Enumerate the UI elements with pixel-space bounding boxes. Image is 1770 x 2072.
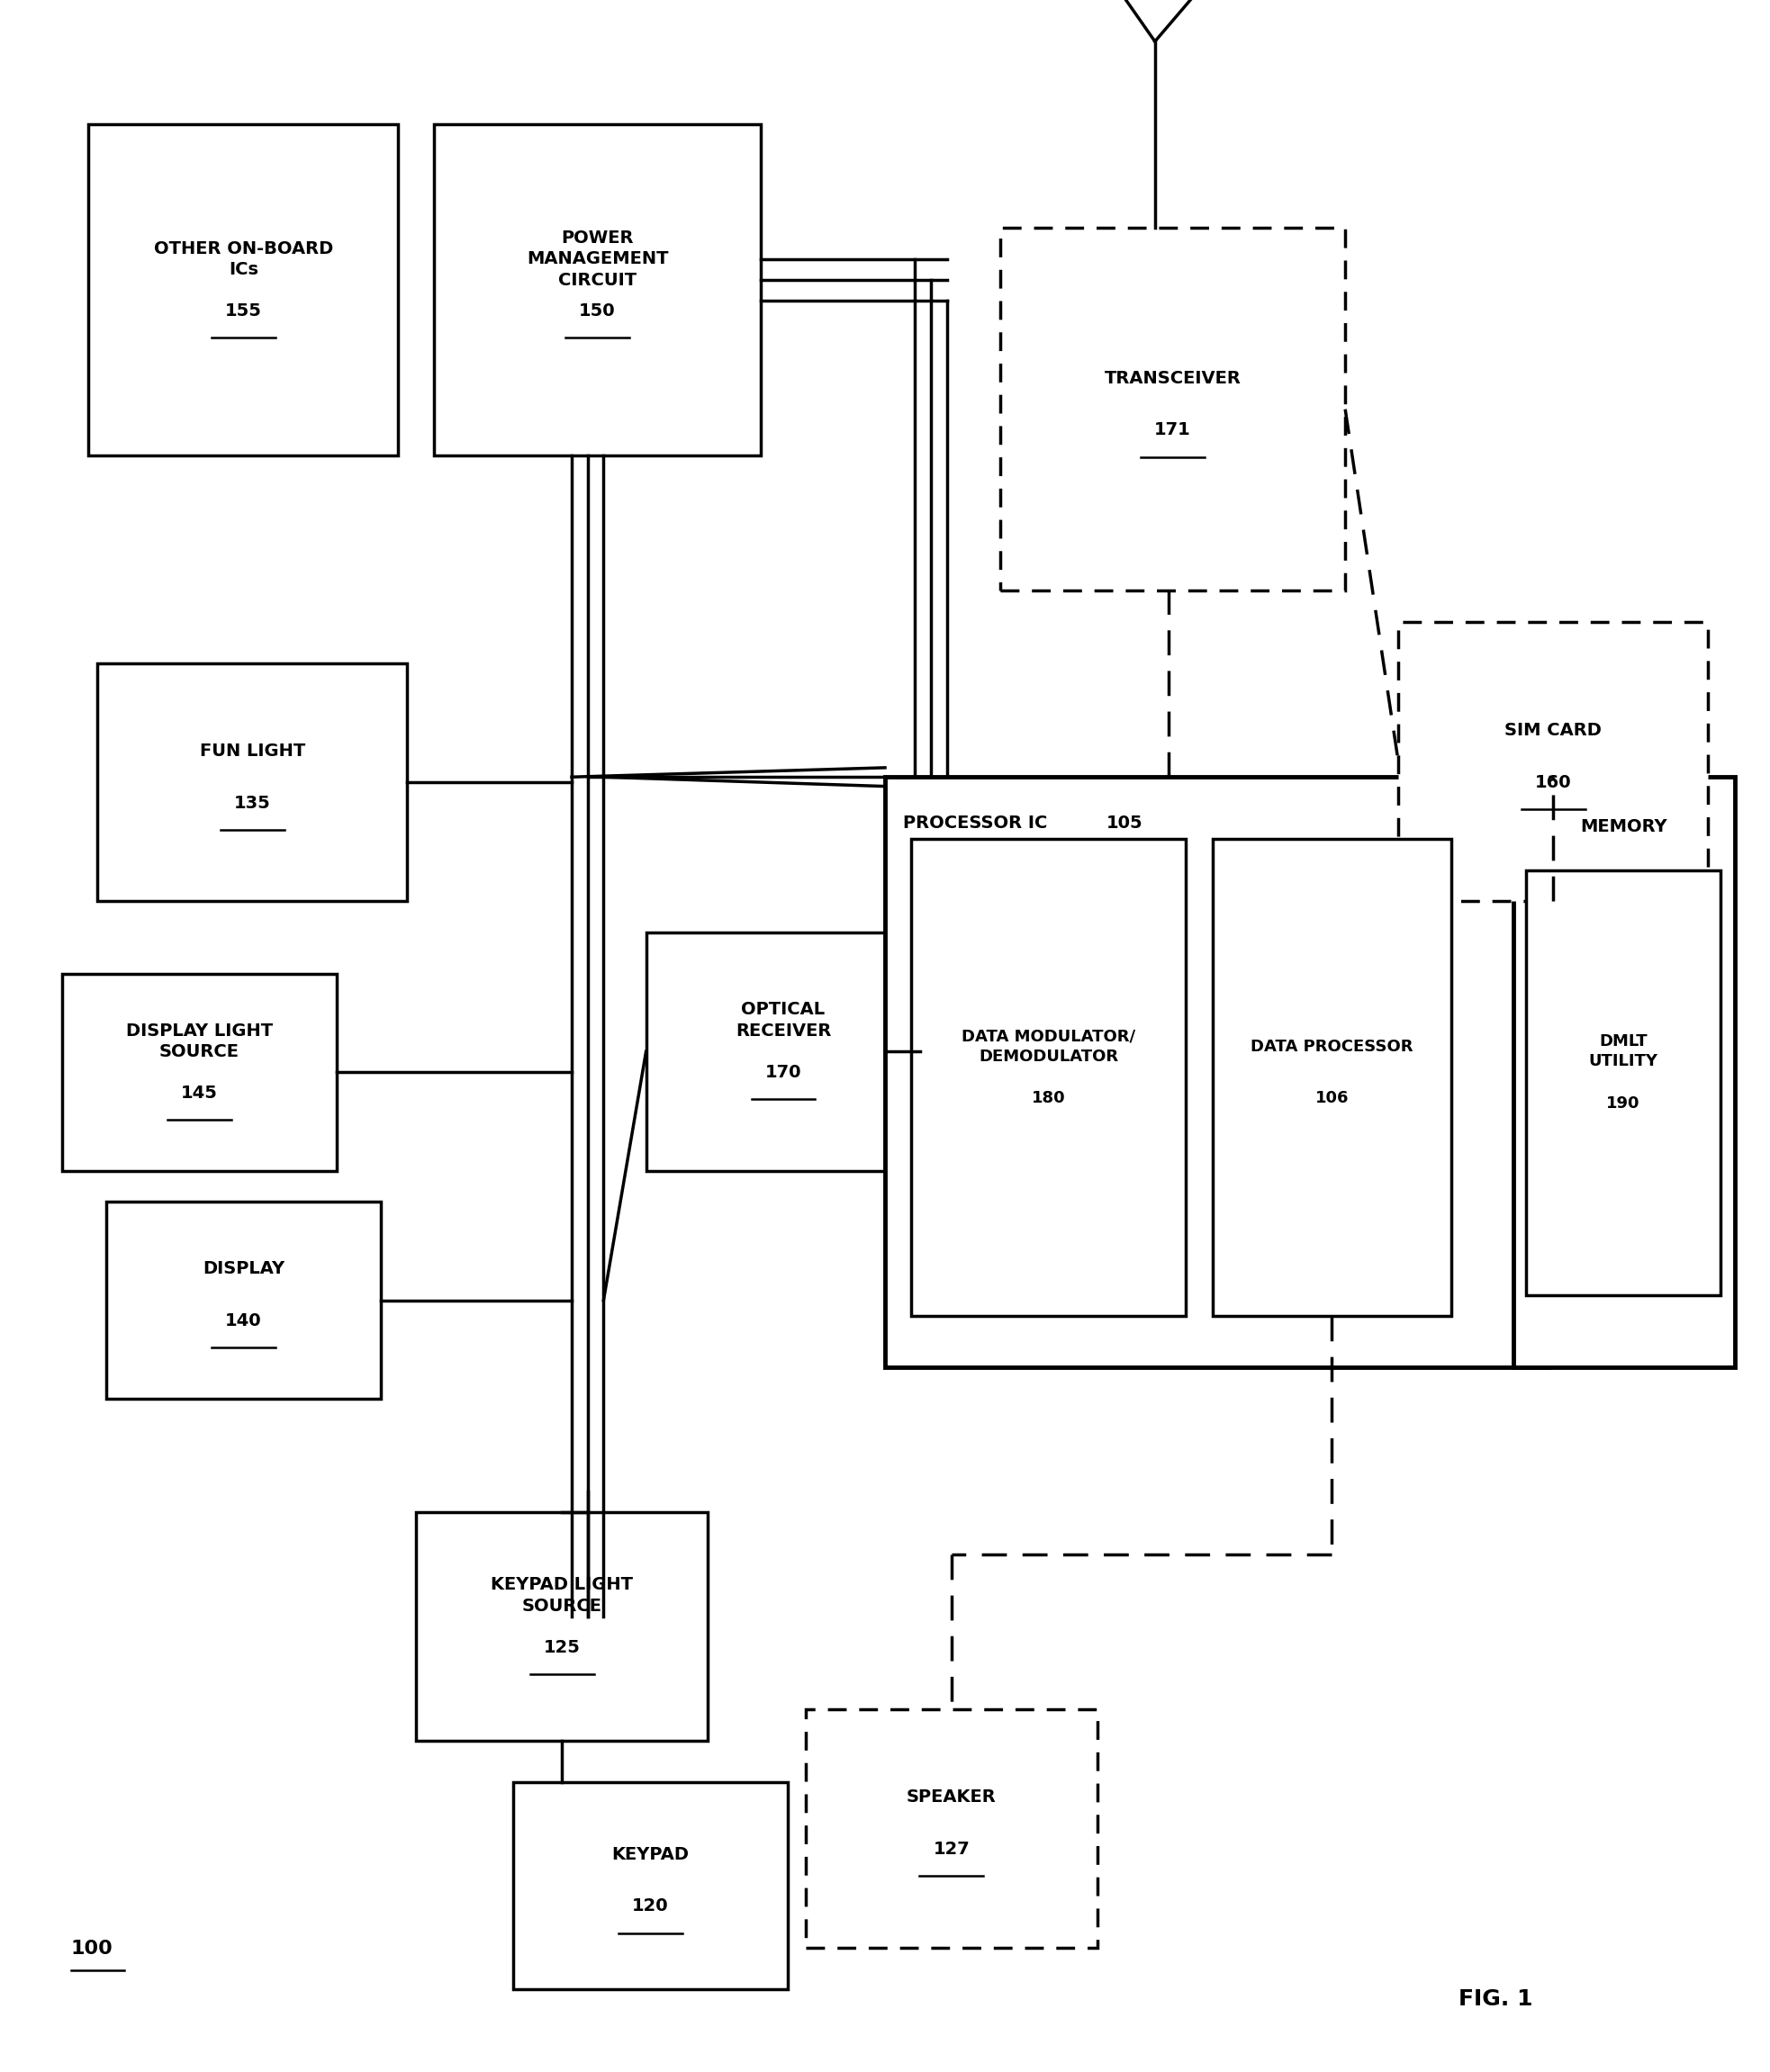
Text: FUN LIGHT: FUN LIGHT <box>200 742 304 760</box>
Text: 170: 170 <box>765 1063 802 1082</box>
Text: 180: 180 <box>1032 1090 1066 1106</box>
Text: 145: 145 <box>181 1084 218 1102</box>
Bar <box>1526 870 1720 1295</box>
Text: 135: 135 <box>234 794 271 812</box>
Bar <box>434 124 761 456</box>
Text: DATA PROCESSOR: DATA PROCESSOR <box>1251 1038 1412 1055</box>
Bar <box>97 663 407 901</box>
Text: KEYPAD: KEYPAD <box>612 1846 689 1863</box>
Text: KEYPAD LIGHT
SOURCE: KEYPAD LIGHT SOURCE <box>490 1577 634 1614</box>
Text: 171: 171 <box>1154 421 1191 439</box>
Text: SIM CARD: SIM CARD <box>1504 721 1602 740</box>
Text: TRANSCEIVER: TRANSCEIVER <box>1104 369 1241 387</box>
Bar <box>885 777 1549 1368</box>
Text: OTHER ON-BOARD
ICs: OTHER ON-BOARD ICs <box>154 240 333 278</box>
Text: DISPLAY LIGHT
SOURCE: DISPLAY LIGHT SOURCE <box>126 1021 273 1061</box>
Text: 150: 150 <box>579 303 616 319</box>
Bar <box>912 839 1186 1316</box>
Bar <box>1513 777 1735 1368</box>
Text: 106: 106 <box>1315 1090 1349 1106</box>
Text: DMLT
UTILITY: DMLT UTILITY <box>1588 1034 1658 1069</box>
Bar <box>89 124 398 456</box>
Bar <box>1212 839 1451 1316</box>
Bar <box>805 1709 1097 1948</box>
Text: 105: 105 <box>1106 814 1143 831</box>
Text: 160: 160 <box>1535 773 1572 792</box>
Text: SPEAKER: SPEAKER <box>906 1788 997 1807</box>
Text: OPTICAL
RECEIVER: OPTICAL RECEIVER <box>735 1001 832 1040</box>
Text: 127: 127 <box>933 1840 970 1859</box>
Text: MEMORY: MEMORY <box>1581 818 1667 835</box>
Bar <box>62 974 336 1171</box>
Bar <box>106 1202 381 1399</box>
Bar <box>1000 228 1345 591</box>
Bar <box>646 932 920 1171</box>
Text: FIG. 1: FIG. 1 <box>1458 1989 1533 2010</box>
Text: 125: 125 <box>543 1639 581 1656</box>
Text: 100: 100 <box>71 1939 113 1958</box>
Text: PROCESSOR IC: PROCESSOR IC <box>903 814 1048 831</box>
Text: 140: 140 <box>225 1312 262 1330</box>
Text: 110: 110 <box>1605 881 1643 897</box>
Bar <box>1398 622 1708 901</box>
Text: 120: 120 <box>632 1898 669 1915</box>
Bar <box>416 1513 708 1740</box>
Text: 190: 190 <box>1605 1096 1641 1111</box>
Text: DATA MODULATOR/
DEMODULATOR: DATA MODULATOR/ DEMODULATOR <box>961 1028 1136 1065</box>
Bar <box>513 1782 788 1989</box>
Text: 155: 155 <box>225 303 262 319</box>
Text: DISPLAY: DISPLAY <box>202 1260 285 1278</box>
Text: POWER
MANAGEMENT
CIRCUIT: POWER MANAGEMENT CIRCUIT <box>526 230 669 288</box>
